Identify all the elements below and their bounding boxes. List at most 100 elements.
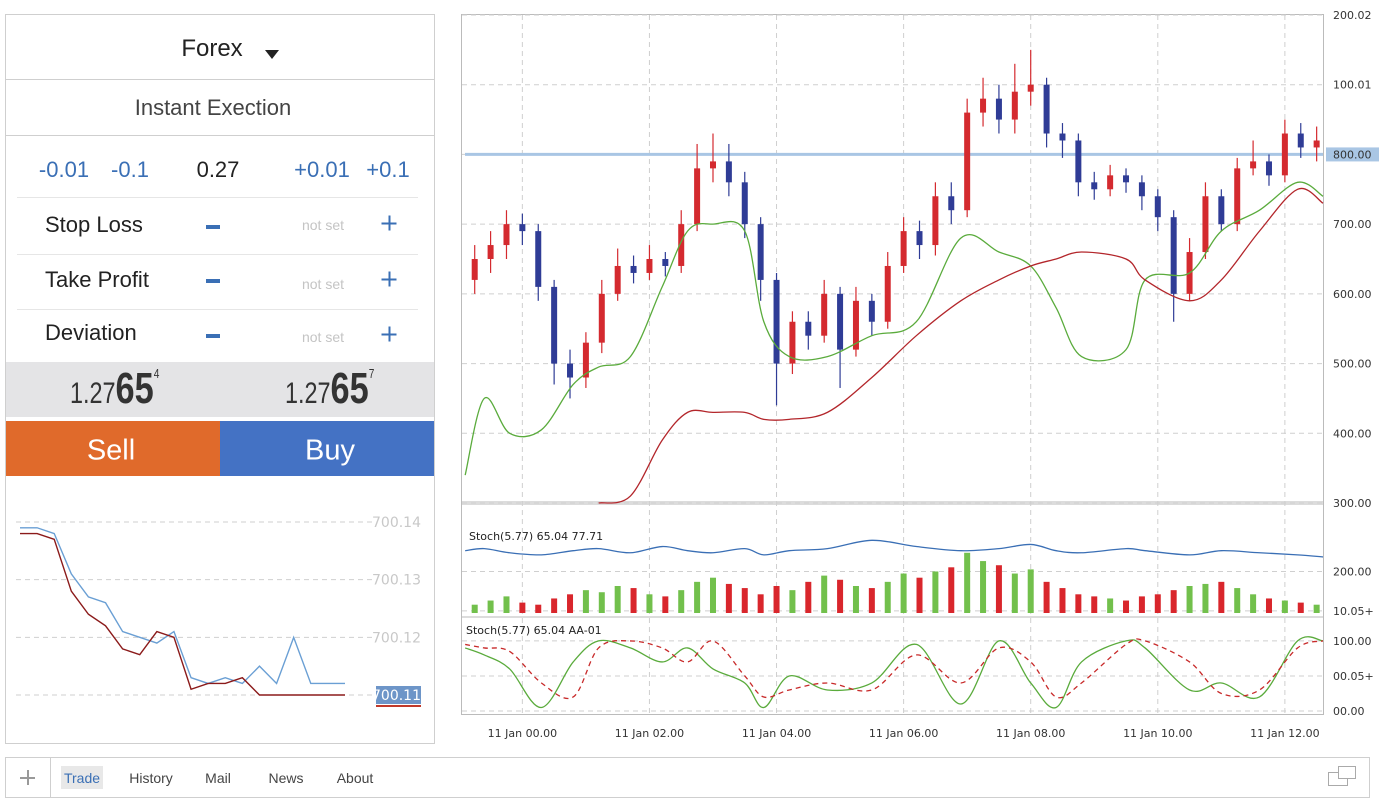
- y-tick-label: 00.00: [1333, 705, 1365, 718]
- buy-button[interactable]: [220, 421, 434, 476]
- sell-label[interactable]: Sell: [86, 434, 136, 467]
- plus-button[interactable]: [381, 215, 397, 231]
- volume-bar: [916, 577, 923, 613]
- volume-bar: [980, 561, 987, 613]
- dropdown-arrow[interactable]: [265, 50, 279, 59]
- tab[interactable]: History: [129, 770, 173, 786]
- candle-body: [1250, 161, 1257, 169]
- volume-bar: [1027, 569, 1034, 613]
- x-tick-label: 11 Jan 08.00: [996, 727, 1065, 740]
- volume-bar: [1059, 588, 1066, 613]
- candle-body: [1297, 133, 1304, 148]
- series-line: [465, 638, 1324, 700]
- lot-volume[interactable]: 0.27: [196, 157, 240, 182]
- candle-body: [741, 182, 748, 225]
- tab[interactable]: About: [336, 770, 374, 786]
- volume-bar: [1123, 600, 1130, 613]
- tab[interactable]: News: [268, 770, 304, 786]
- symbol-title[interactable]: Forex: [181, 35, 243, 62]
- volume-bar: [709, 577, 716, 613]
- active-tab: [61, 766, 103, 789]
- minus-button[interactable]: [206, 279, 220, 283]
- candle-body: [916, 231, 923, 246]
- ask-price: 1.27657: [285, 364, 374, 414]
- sell-button[interactable]: [6, 421, 220, 476]
- y-tick-label: 600.00: [1333, 288, 1372, 301]
- charts: 11 Jan 00.00 11 Jan 02.00 11 Jan 04.00 11 J…: [16, 9, 1379, 740]
- buy-label[interactable]: Buy: [305, 434, 355, 467]
- candle-body: [1138, 182, 1145, 197]
- candle-body: [646, 259, 653, 273]
- tab[interactable]: Trade: [63, 770, 101, 786]
- candle-body: [852, 300, 859, 350]
- price-tag: [376, 686, 421, 704]
- candle-body: [884, 265, 891, 322]
- series-line: [464, 181, 1324, 476]
- add-icon[interactable]: [27, 770, 29, 785]
- candle-body: [535, 231, 542, 287]
- candle-body: [1123, 175, 1130, 183]
- volume-bar: [964, 552, 971, 613]
- divider: [17, 197, 418, 198]
- volume-bar: [503, 596, 510, 613]
- window-icon[interactable]: [1338, 766, 1356, 779]
- row-label: Deviation: [45, 320, 137, 345]
- y-tick-label: 700.11: [372, 688, 421, 704]
- lot-step[interactable]: -0.1: [111, 157, 149, 182]
- volume-bar: [837, 579, 844, 613]
- candle-body: [1202, 196, 1209, 253]
- volume-bar: [868, 588, 875, 613]
- bid-price: 1.27654: [70, 364, 159, 414]
- candle-body: [1265, 161, 1272, 176]
- volume-bar: [1250, 594, 1257, 613]
- volume-bar: [694, 581, 701, 613]
- lot-step[interactable]: -0.01: [38, 157, 90, 182]
- candle-body: [471, 259, 478, 280]
- minus-button[interactable]: [206, 334, 220, 338]
- candle-body: [980, 98, 987, 113]
- minus-button[interactable]: [206, 225, 220, 229]
- candle-body: [1281, 133, 1288, 176]
- candle-body: [948, 196, 955, 211]
- candle-body: [694, 168, 701, 225]
- candle-body: [789, 321, 796, 364]
- bid-pips: 65: [115, 364, 154, 413]
- y-tick-label: 00.05+: [1333, 670, 1374, 683]
- candle-body: [1011, 91, 1018, 120]
- candle-body: [773, 279, 780, 364]
- candle-body: [821, 293, 828, 336]
- candle-body: [964, 112, 971, 211]
- volume-bar: [1154, 594, 1161, 613]
- y-tick-label: 300.00: [1333, 497, 1372, 510]
- volume-bar: [1043, 581, 1050, 613]
- volume-bar: [1202, 583, 1209, 613]
- row-value[interactable]: not set: [301, 329, 345, 345]
- volume-bar: [598, 592, 605, 613]
- x-tick-label: 11 Jan 02.00: [615, 727, 684, 740]
- plus-button[interactable]: [381, 326, 397, 342]
- volume-bar: [582, 590, 589, 613]
- divider: [17, 309, 418, 310]
- volume-bar: [678, 590, 685, 613]
- row-value[interactable]: not set: [301, 276, 345, 292]
- bid-big: 1.27: [70, 377, 116, 410]
- candle-body: [1234, 168, 1241, 225]
- candle-body: [1059, 133, 1066, 141]
- plus-button[interactable]: [381, 271, 397, 287]
- lot-step[interactable]: +0.01: [294, 157, 350, 182]
- candle-body: [582, 342, 589, 378]
- volume-bar: [789, 590, 796, 613]
- y-tick-label: 400.00: [1333, 427, 1372, 440]
- panel-label: Stoch(5.77) 65.04 77.71: [469, 530, 603, 543]
- volume-bar: [1075, 594, 1082, 613]
- candle-body: [678, 224, 685, 266]
- candle-body: [1313, 140, 1320, 148]
- candle-body: [995, 98, 1002, 120]
- tab[interactable]: Mail: [205, 770, 231, 786]
- price-tag: [1326, 147, 1379, 162]
- lot-step[interactable]: +0.1: [366, 157, 410, 182]
- volume-bar: [614, 586, 621, 613]
- volume-bar: [757, 594, 764, 613]
- row-value[interactable]: not set: [301, 217, 345, 233]
- candle-body: [519, 224, 526, 232]
